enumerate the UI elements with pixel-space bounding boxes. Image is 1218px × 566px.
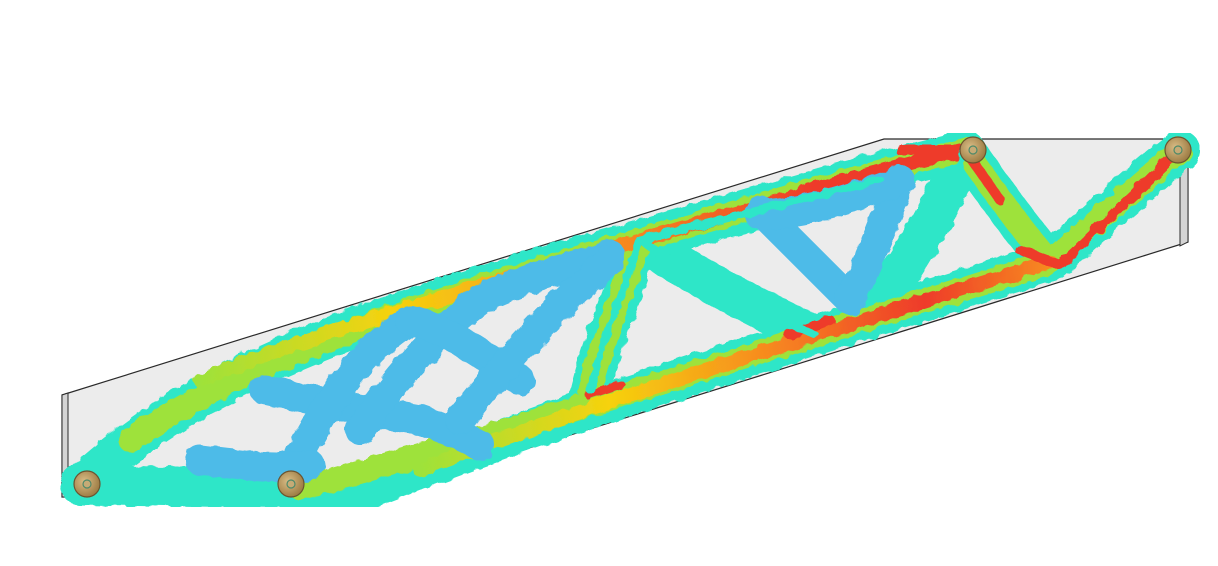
pin-support-icon[interactable] <box>73 470 101 498</box>
pin-support-icon[interactable] <box>277 470 305 498</box>
pin-support-icon[interactable] <box>1164 136 1192 164</box>
pin-support-icon[interactable] <box>959 136 987 164</box>
